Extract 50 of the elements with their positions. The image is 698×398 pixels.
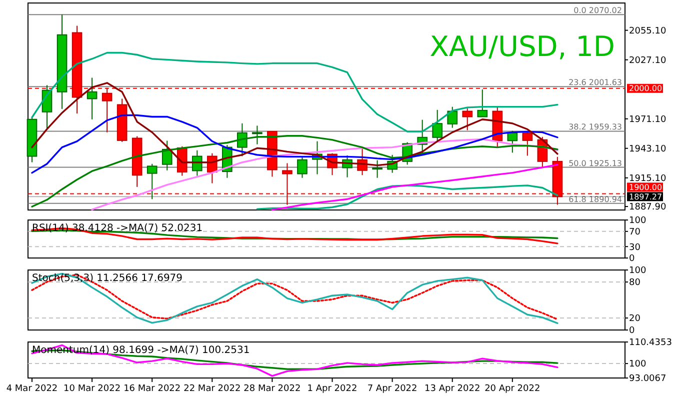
x-tick-label: 28 Mar 2022: [244, 384, 301, 394]
y-tick-label: 1971.10: [629, 114, 666, 125]
ref-line-label: 50.0 1925.13: [568, 158, 622, 168]
candlestick: [447, 106, 458, 128]
candlestick: [192, 150, 202, 176]
x-tick-label: 1 Apr 2022: [307, 384, 358, 394]
candlestick: [146, 163, 158, 200]
y-tick-label: 70: [629, 228, 641, 238]
y-tick-label: 30: [629, 242, 641, 253]
ref-line-label: 1900.00: [629, 182, 662, 192]
ref-line-label: 38.2 1959.33: [568, 122, 622, 132]
y-tick-label: 80: [629, 278, 641, 288]
candlestick: [372, 160, 382, 178]
candlestick: [86, 77, 98, 120]
ref-line-label: 0.0 2070.02: [574, 6, 622, 16]
x-tick-label: 13 Apr 2022: [424, 384, 480, 394]
line-series: [31, 344, 558, 377]
y-tick-label: 1887.90: [629, 202, 666, 213]
x-tick-label: 4 Mar 2022: [6, 384, 58, 394]
ref-line-label: 23.6 2001.63: [568, 78, 622, 88]
x-tick-label: 10 Mar 2022: [64, 384, 121, 394]
y-tick-label: 1915.10: [629, 174, 666, 184]
candlestick: [432, 109, 442, 142]
y-tick-label: 100: [629, 266, 646, 276]
line-series: [91, 138, 558, 210]
x-tick-label: 16 Mar 2022: [124, 384, 181, 394]
candlestick: [297, 156, 308, 178]
y-tick-label: 110.4353: [629, 338, 672, 348]
ref-line-label: 1897.27: [629, 192, 662, 202]
y-tick-label: 2055.10: [629, 26, 666, 36]
x-tick-label: 20 Apr 2022: [484, 384, 540, 394]
y-tick-label: 20: [629, 314, 641, 324]
text: XAU/USD, 1D: [430, 30, 615, 63]
candlestick: [522, 132, 533, 156]
y-tick-label: 100: [629, 360, 646, 370]
y-tick-label: 0: [629, 254, 635, 264]
ref-line-label: 61.8 1890.94: [568, 194, 622, 204]
line-series: [31, 114, 558, 174]
x-tick-label: 22 Mar 2022: [184, 384, 241, 394]
candlestick: [462, 108, 473, 131]
candlestick: [477, 88, 488, 118]
candlestick: [252, 125, 262, 145]
y-tick-label: 1943.10: [629, 144, 666, 154]
y-tick-label: 93.0067: [629, 374, 666, 384]
y-tick-label: 0: [629, 326, 635, 336]
y-tick-label: 100: [629, 216, 646, 226]
candlestick: [237, 122, 248, 157]
y-tick-label: 2027.10: [629, 56, 666, 66]
x-tick-label: 7 Apr 2022: [367, 384, 418, 394]
ref-line-label: 2000.00: [629, 84, 662, 94]
